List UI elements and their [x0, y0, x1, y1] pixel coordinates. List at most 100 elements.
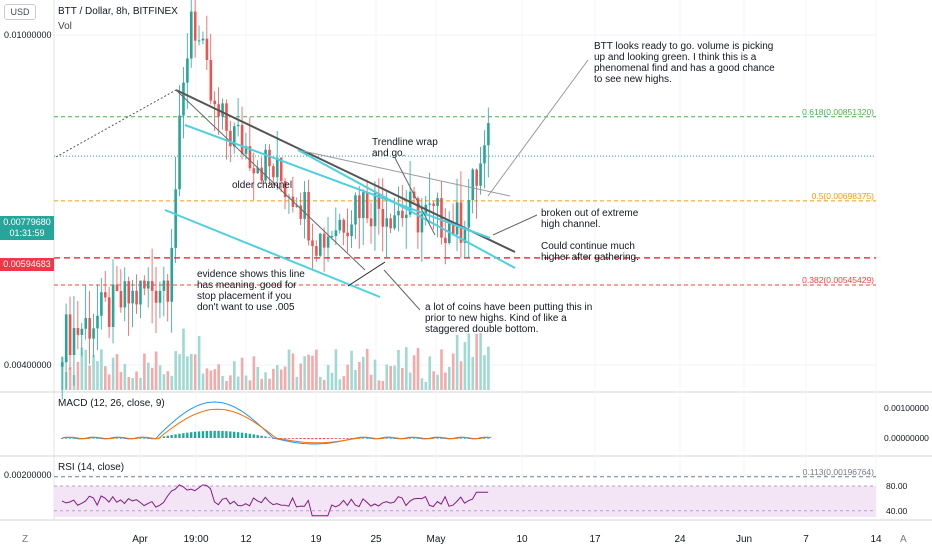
- volume-bar: [221, 375, 224, 390]
- volume-bar: [338, 379, 342, 390]
- volume-bar: [487, 346, 490, 390]
- volume-bar: [135, 371, 138, 390]
- volume-bar: [107, 374, 111, 390]
- candle-body: [127, 281, 131, 304]
- annotation-ready-to-go[interactable]: BTT looks ready to go. volume is picking…: [594, 41, 775, 85]
- volume-bar: [354, 369, 357, 390]
- macd-histogram-bar: [307, 438, 310, 440]
- volume-bar: [174, 351, 177, 390]
- volume-bar: [307, 354, 310, 390]
- fibonacci-levels[interactable]: 1.272(0.01699002)1(0.01346450)0.618(0.00…: [54, 0, 876, 478]
- annotation-continue-higher[interactable]: Could continue much higher after gatheri…: [541, 241, 639, 263]
- extreme-channel-upper: [297, 149, 516, 269]
- older-channel-lower: [164, 209, 381, 298]
- volume-bar: [158, 365, 162, 390]
- candle-body: [334, 230, 338, 237]
- rsi-tick-label: 80.00: [886, 481, 908, 491]
- macd-histogram-bar: [362, 437, 365, 439]
- macd-histogram-bar: [459, 437, 463, 439]
- candle-body: [248, 146, 252, 169]
- candle-body: [299, 205, 303, 219]
- candle-body: [68, 314, 72, 356]
- volume-bar: [182, 328, 185, 390]
- volume-bar: [283, 366, 287, 390]
- volume-bar: [405, 347, 408, 390]
- axes: 0.016000000.014000000.012000000.01000000…: [4, 30, 929, 545]
- volume-bar: [381, 380, 385, 390]
- volume-bar: [287, 349, 291, 390]
- macd-histogram-bar: [311, 438, 314, 440]
- macd-histogram-bar: [342, 438, 345, 439]
- volume-bar: [143, 353, 146, 390]
- fib-level-label: 0.5(0.00698375): [812, 191, 875, 201]
- macd-histogram-bar: [385, 437, 388, 439]
- macd-histogram-bar: [303, 438, 306, 440]
- macd-histogram-bar: [315, 438, 318, 440]
- candle-body: [123, 281, 127, 308]
- zoom-button[interactable]: Z: [22, 534, 29, 545]
- annotation-older-channel[interactable]: older channel: [232, 180, 293, 191]
- volume-bar: [393, 365, 396, 390]
- annotation-staggered-double-bottom[interactable]: a lot of coins have been putting this in…: [425, 302, 593, 335]
- candle-body: [154, 290, 158, 303]
- candle-body: [225, 103, 228, 131]
- candle-body: [346, 232, 349, 237]
- volume-bar: [80, 347, 84, 390]
- candle-body: [190, 11, 193, 59]
- drawings[interactable]: [54, 59, 876, 311]
- candle-body: [143, 280, 146, 289]
- macd-histogram-bar: [225, 431, 228, 438]
- candle-body: [244, 146, 248, 154]
- candle-body: [483, 145, 486, 164]
- macd-histogram-bar: [205, 430, 209, 438]
- macd-histogram-bar: [236, 432, 240, 438]
- candle-body: [139, 280, 142, 305]
- time-tick-label: 14: [870, 534, 882, 545]
- candle-body: [381, 208, 385, 227]
- macd-histogram-bar: [389, 437, 392, 439]
- candle-body: [444, 237, 447, 244]
- macd-histogram-bar: [213, 430, 216, 438]
- macd-histogram-bar: [319, 438, 322, 440]
- candle-body: [135, 290, 138, 305]
- macd-histogram-bar: [487, 437, 490, 439]
- macd-histogram-bar: [240, 432, 244, 438]
- upper-resistance-line: [297, 149, 511, 197]
- macd-histogram-bar: [248, 433, 252, 438]
- candle-body: [260, 167, 263, 181]
- fib-level-label: 0.113(0.00196764): [803, 467, 874, 477]
- macd-histogram-bar: [244, 433, 248, 438]
- auto-scale-button[interactable]: A: [900, 534, 907, 545]
- candle-body: [131, 290, 134, 304]
- annotation-broken-out[interactable]: broken out of extreme high channel.: [541, 208, 639, 230]
- volume-bar: [342, 376, 346, 390]
- currency-button[interactable]: USD: [4, 4, 36, 20]
- macd-histogram-bar: [252, 434, 255, 438]
- rsi-line: [61, 484, 489, 517]
- candlesticks: [61, 0, 490, 400]
- candle-body: [322, 233, 326, 248]
- double-bottom-line: [347, 261, 386, 287]
- candle-body: [264, 149, 267, 181]
- candle-body: [236, 124, 240, 127]
- candle-body: [233, 126, 236, 147]
- annotation-trendline-wrap[interactable]: Trendline wrap and go.: [372, 137, 438, 159]
- time-tick-label: 7: [803, 534, 809, 545]
- annotation-evidence-line[interactable]: evidence shows this line has meaning. go…: [197, 269, 305, 313]
- volume-bar: [123, 364, 127, 390]
- time-tick-label: Apr: [132, 534, 148, 545]
- hline-price-tag: 0.00594683: [0, 258, 54, 271]
- candle-body: [61, 362, 64, 367]
- candle-body: [420, 214, 424, 233]
- volume-bar: [178, 354, 181, 390]
- candle-body: [80, 328, 84, 335]
- candle-body: [354, 195, 357, 225]
- candle-body: [475, 169, 478, 186]
- time-tick-label: 10: [516, 534, 528, 545]
- candle-body: [315, 246, 318, 256]
- older-channel-upper: [184, 124, 491, 239]
- volume-label: Vol: [58, 21, 72, 32]
- macd-histogram-bar: [299, 438, 302, 440]
